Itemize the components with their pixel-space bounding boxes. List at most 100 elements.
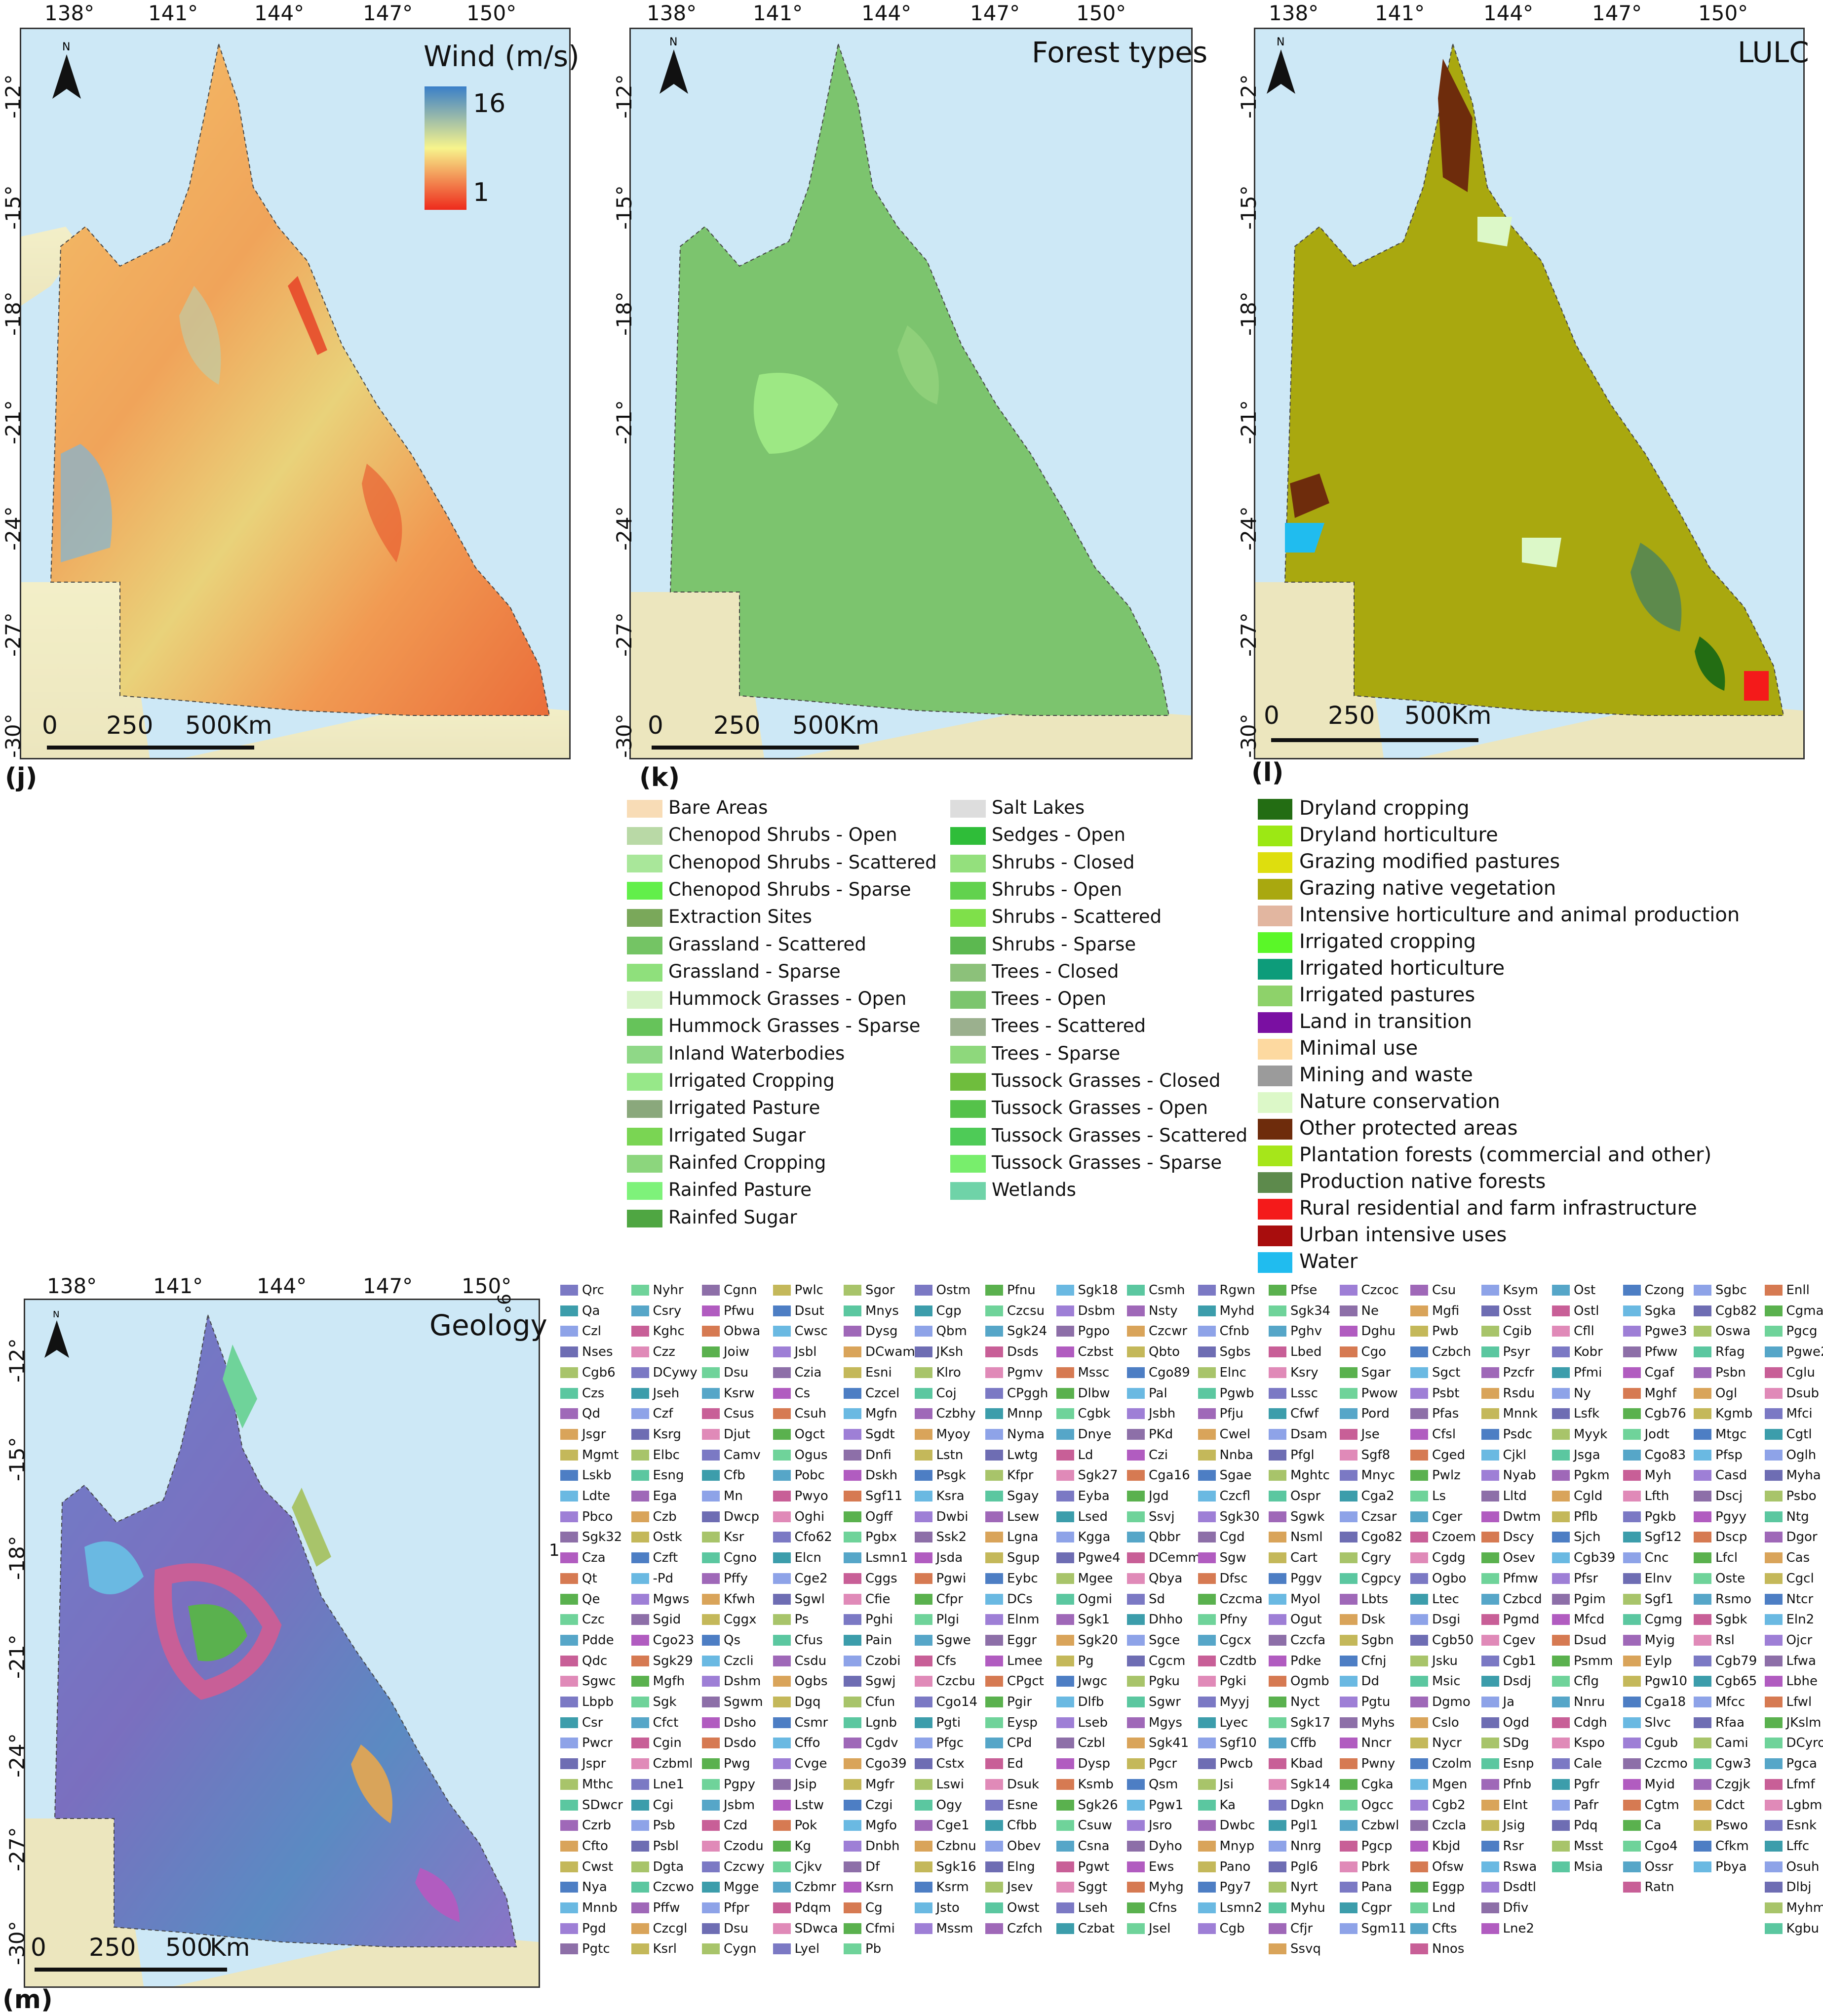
legend-label: Psbo <box>1786 1489 1817 1503</box>
legend-label: Lseh <box>1078 1900 1108 1915</box>
legend-label: Dysg <box>865 1324 898 1339</box>
legend-label: Pb <box>865 1941 882 1957</box>
geology-map-canvas <box>25 1300 539 1986</box>
legend-label: Cgmg <box>1644 1612 1683 1627</box>
legend-label: Kfwh <box>724 1591 755 1607</box>
legend-swatch <box>560 1882 578 1893</box>
legend-swatch <box>914 1614 932 1625</box>
legend-swatch <box>1481 1634 1499 1646</box>
legend-swatch <box>1694 1491 1711 1502</box>
legend-label: Oste <box>1715 1571 1745 1586</box>
legend-swatch <box>1269 1923 1286 1934</box>
legend-swatch <box>1258 852 1292 873</box>
legend-label: Jsev <box>1007 1880 1033 1895</box>
legend-label: Urban intensive uses <box>1299 1224 1507 1246</box>
legend-swatch <box>627 1209 662 1227</box>
legend-swatch <box>1410 1346 1428 1358</box>
legend-label: Cwsc <box>794 1324 828 1339</box>
legend-label: Lsew <box>1007 1509 1040 1524</box>
legend-label: Ls <box>1432 1489 1446 1503</box>
legend-label: Cgb39 <box>1574 1550 1616 1566</box>
legend-swatch <box>1552 1634 1570 1646</box>
legend-label: Nnos <box>1432 1941 1465 1957</box>
legend-label: Nncr <box>1361 1736 1392 1751</box>
legend-swatch <box>1764 1820 1783 1831</box>
legend-swatch <box>773 1470 791 1481</box>
legend-swatch <box>1198 1717 1216 1728</box>
legend-swatch <box>844 1428 861 1440</box>
legend-label: Sgk27 <box>1078 1468 1118 1483</box>
legend-swatch <box>1410 1408 1428 1420</box>
legend-label: Pwyo <box>794 1489 828 1503</box>
legend-label: Cfnj <box>1361 1653 1387 1668</box>
legend-label: Dsuk <box>1007 1777 1040 1792</box>
legend-swatch <box>702 1449 720 1461</box>
forest-lon-tick: 141° <box>753 1 803 25</box>
legend-swatch <box>702 1634 720 1646</box>
legend-label: Cami <box>1715 1736 1748 1751</box>
legend-label: Ogy <box>936 1797 962 1813</box>
legend-label: Grazing modified pastures <box>1299 850 1560 873</box>
wind-colorbar-max: 16 <box>473 89 506 119</box>
legend-swatch <box>1258 1066 1292 1086</box>
legend-label: Irrigated horticulture <box>1299 957 1505 980</box>
legend-swatch <box>1623 1326 1641 1337</box>
legend-swatch <box>560 1346 578 1358</box>
legend-label: Czs <box>582 1385 605 1401</box>
legend-swatch <box>560 1779 578 1790</box>
legend-swatch <box>1481 1758 1499 1770</box>
legend-label: Czft <box>653 1550 678 1566</box>
scale-label-500: 500 <box>1404 701 1452 730</box>
legend-swatch <box>950 936 986 954</box>
legend-label: Ne <box>1361 1303 1379 1318</box>
legend-label: Cfns <box>1149 1900 1177 1915</box>
legend-swatch <box>773 1552 791 1564</box>
geology-lon-tick: 144° <box>257 1274 307 1298</box>
legend-swatch <box>985 1346 1003 1358</box>
legend-label: Dsk <box>1361 1612 1386 1627</box>
legend-label: Nyrt <box>1290 1880 1318 1895</box>
scale-label-500: 500 <box>185 711 233 740</box>
legend-label: Ogbo <box>1432 1571 1467 1586</box>
wind-title: Wind (m/s) <box>424 40 580 73</box>
legend-swatch <box>1410 1428 1428 1440</box>
legend-label: Dryland horticulture <box>1299 824 1498 846</box>
legend-label: Lgbmg <box>1786 1797 1823 1813</box>
legend-swatch <box>844 1634 861 1646</box>
legend-label: Czcgl <box>653 1921 688 1936</box>
legend-label: Mgfo <box>865 1818 897 1833</box>
legend-swatch <box>702 1285 720 1296</box>
legend-swatch <box>1339 1840 1358 1852</box>
legend-label: Cfmi <box>865 1921 895 1936</box>
legend-swatch <box>627 1100 662 1118</box>
legend-swatch <box>1258 879 1292 900</box>
legend-swatch <box>1481 1428 1499 1440</box>
legend-label: Pghi <box>865 1612 893 1627</box>
legend-swatch <box>985 1676 1003 1687</box>
legend-label: Dskh <box>865 1468 898 1483</box>
legend-label: Lfmf <box>1786 1777 1815 1792</box>
legend-swatch <box>1258 986 1292 1006</box>
legend-swatch <box>1056 1758 1074 1770</box>
legend-label: Psbl <box>653 1838 679 1854</box>
legend-swatch <box>1198 1882 1216 1893</box>
legend-label: Tussock Grasses - Open <box>992 1097 1208 1119</box>
legend-swatch <box>631 1305 649 1316</box>
legend-label: Qsm <box>1149 1777 1178 1792</box>
legend-label: Ogus <box>794 1447 828 1463</box>
legend-swatch <box>1198 1326 1216 1337</box>
legend-label: Czd <box>724 1818 748 1833</box>
legend-label: Kfpr <box>1007 1468 1034 1483</box>
legend-label: Mgfr <box>865 1777 894 1792</box>
legend-swatch <box>1410 1923 1428 1934</box>
legend-swatch <box>1694 1367 1711 1378</box>
legend-label: Pwcb <box>1219 1756 1253 1772</box>
legend-swatch <box>1481 1676 1499 1687</box>
legend-label: Csuh <box>794 1406 827 1422</box>
geology-lat-tick: -21° <box>5 1634 29 1679</box>
legend-swatch <box>1056 1470 1074 1481</box>
legend-label: Pgkb <box>1644 1509 1676 1524</box>
legend-label: Ogmi <box>1078 1591 1113 1607</box>
legend-label: Jsi <box>1219 1777 1234 1792</box>
legend-label: DCywy <box>653 1365 698 1380</box>
